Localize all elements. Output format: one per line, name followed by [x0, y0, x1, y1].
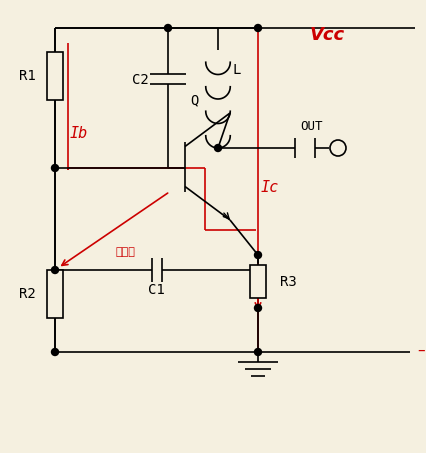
Bar [250, 265, 266, 298]
Text: OUT: OUT [300, 120, 322, 132]
Text: R3: R3 [280, 275, 297, 289]
Text: R1: R1 [19, 69, 35, 83]
Circle shape [215, 145, 222, 151]
Circle shape [254, 348, 262, 356]
Circle shape [52, 164, 58, 172]
Text: C2: C2 [132, 73, 148, 87]
Text: Vcc: Vcc [310, 26, 345, 44]
Circle shape [254, 24, 262, 32]
Text: Ic: Ic [261, 180, 279, 196]
Bar [47, 52, 63, 100]
Circle shape [254, 251, 262, 259]
Circle shape [52, 348, 58, 356]
Text: –: – [417, 342, 425, 357]
Text: Ib: Ib [70, 125, 88, 140]
Text: C1: C1 [148, 283, 165, 297]
Text: Q: Q [190, 93, 199, 107]
Circle shape [52, 266, 58, 274]
Text: L: L [232, 63, 240, 77]
Text: 正反馈: 正反馈 [115, 247, 135, 257]
Circle shape [330, 140, 346, 156]
Circle shape [254, 304, 262, 312]
Text: R2: R2 [19, 287, 35, 301]
Circle shape [164, 24, 172, 32]
Bar [47, 270, 63, 318]
